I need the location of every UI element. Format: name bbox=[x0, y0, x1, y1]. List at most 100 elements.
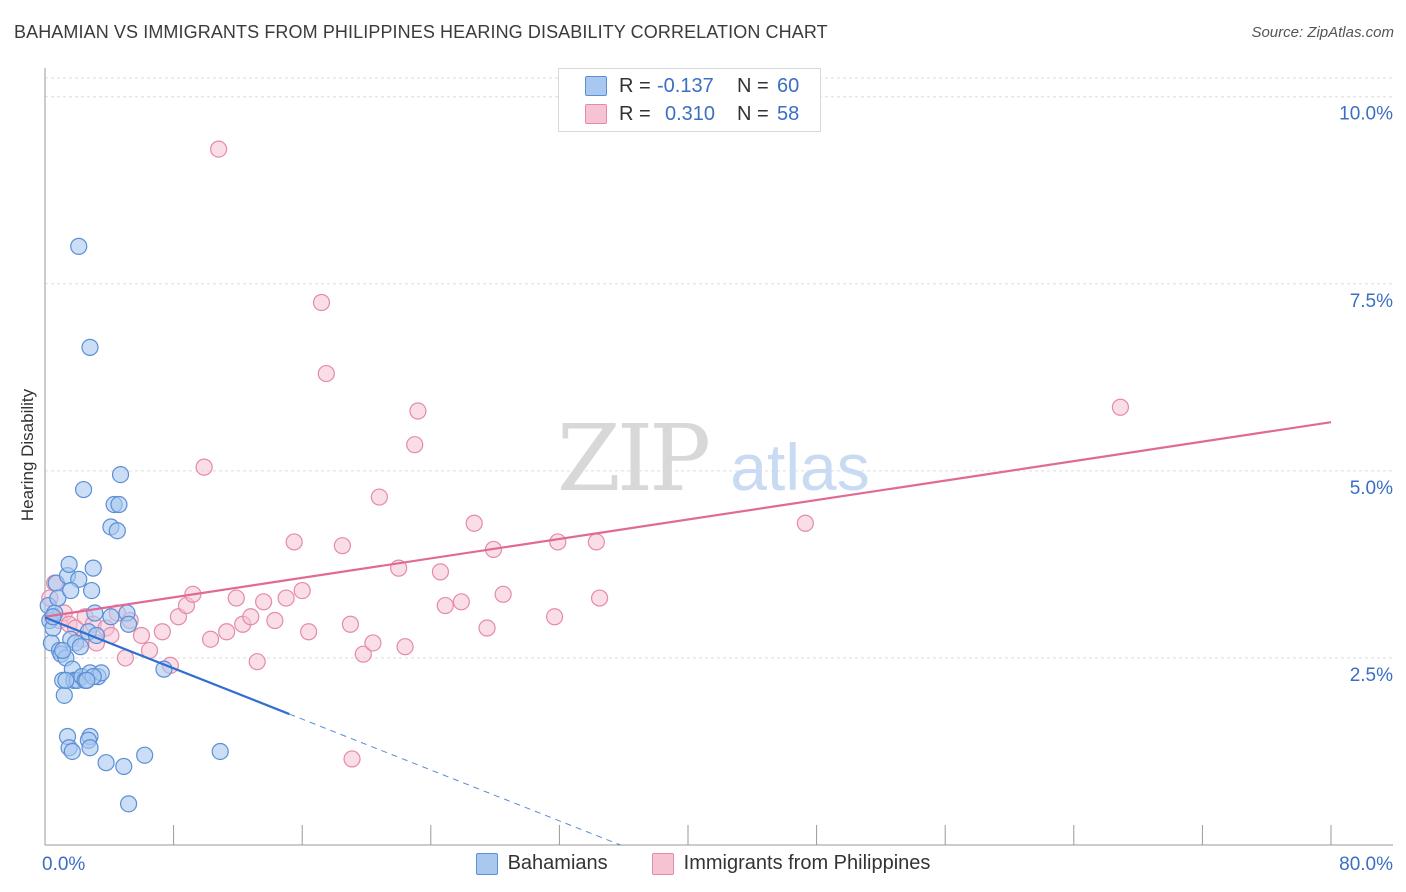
tick-labels: 2.5% 5.0% 7.5% 10.0% 0.0% 80.0% bbox=[42, 104, 1393, 875]
legend-label-bahamians: Bahamians bbox=[507, 852, 608, 874]
data-point-philippines bbox=[1111, 398, 1130, 416]
data-point-bahamians bbox=[57, 671, 75, 689]
trend-line-bahamians-extension bbox=[289, 713, 621, 846]
data-point-philippines bbox=[293, 581, 311, 600]
grid-lines bbox=[45, 77, 1393, 659]
y-tick-label: 5.0% bbox=[1350, 478, 1393, 499]
trend-line-bahamians bbox=[44, 616, 290, 716]
data-point-philippines bbox=[285, 533, 303, 551]
source-label: Source: ZipAtlas.com bbox=[1251, 24, 1394, 41]
legend-item-philippines[interactable]: Immigrants from Philippines bbox=[651, 852, 931, 875]
data-point-philippines bbox=[587, 533, 605, 551]
data-point-bahamians bbox=[63, 742, 81, 761]
legend-swatch-pink bbox=[651, 852, 674, 875]
legend-swatch-blue bbox=[585, 76, 607, 96]
data-point-bahamians bbox=[83, 581, 101, 600]
series-legend: Bahamians Immigrants from Philippines bbox=[0, 852, 1406, 875]
data-point-bahamians bbox=[81, 338, 99, 356]
y-tick-label: 7.5% bbox=[1350, 291, 1393, 312]
data-point-philippines bbox=[218, 623, 236, 641]
data-point-bahamians bbox=[55, 686, 73, 704]
data-point-philippines bbox=[370, 488, 388, 506]
data-point-bahamians bbox=[97, 754, 115, 772]
data-point-philippines bbox=[277, 589, 295, 607]
data-point-philippines bbox=[248, 653, 266, 671]
legend-r-label: R = bbox=[619, 74, 651, 97]
data-point-bahamians bbox=[119, 795, 138, 813]
data-point-philippines bbox=[545, 608, 564, 626]
data-point-philippines bbox=[478, 619, 496, 637]
data-point-philippines bbox=[396, 638, 414, 656]
y-tick-label: 10.0% bbox=[1339, 104, 1393, 125]
data-point-philippines bbox=[431, 563, 450, 581]
stats-legend: R = -0.137 N = 60 R = 0.310 N = 58 bbox=[558, 68, 821, 132]
data-point-philippines bbox=[343, 750, 361, 768]
legend-row-philippines: R = 0.310 N = 58 bbox=[585, 101, 799, 127]
data-point-philippines bbox=[465, 514, 483, 532]
legend-label-philippines: Immigrants from Philippines bbox=[683, 852, 931, 874]
legend-r-label: R = bbox=[619, 102, 651, 125]
bahamian-points bbox=[39, 237, 229, 813]
watermark-zip: ZIP bbox=[557, 405, 708, 512]
data-point-philippines bbox=[153, 623, 171, 641]
data-point-bahamians bbox=[62, 581, 80, 600]
watermark: ZIP atlas bbox=[557, 405, 870, 512]
data-point-bahamians bbox=[74, 480, 93, 499]
legend-n-value: 60 bbox=[777, 74, 800, 97]
data-point-philippines bbox=[436, 596, 454, 615]
data-point-philippines bbox=[266, 611, 284, 630]
data-point-bahamians bbox=[49, 589, 67, 607]
data-point-bahamians bbox=[71, 638, 89, 656]
data-point-bahamians bbox=[211, 742, 229, 761]
legend-n-value: 58 bbox=[777, 102, 800, 125]
data-point-philippines bbox=[364, 634, 382, 652]
data-point-bahamians bbox=[78, 671, 96, 689]
data-point-bahamians bbox=[81, 739, 99, 757]
data-point-bahamians bbox=[102, 608, 120, 626]
data-point-philippines bbox=[300, 623, 318, 641]
y-tick-label: 2.5% bbox=[1350, 665, 1393, 686]
y-axis-label: Hearing Disability bbox=[18, 388, 37, 522]
data-point-philippines bbox=[452, 593, 470, 611]
legend-row-bahamians: R = -0.137 N = 60 bbox=[585, 73, 799, 99]
watermark-atlas: atlas bbox=[730, 430, 869, 504]
data-point-bahamians bbox=[54, 641, 72, 660]
data-point-philippines bbox=[406, 436, 424, 454]
chart-title: BAHAMIAN VS IMMIGRANTS FROM PHILIPPINES … bbox=[14, 22, 828, 42]
x-tick-label: 0.0% bbox=[42, 854, 85, 875]
legend-swatch-blue bbox=[475, 852, 498, 875]
data-point-bahamians bbox=[136, 746, 154, 764]
data-point-philippines bbox=[227, 589, 245, 607]
data-point-bahamians bbox=[110, 495, 128, 514]
data-point-bahamians bbox=[70, 237, 88, 255]
data-point-philippines bbox=[312, 293, 331, 312]
legend-r-value: 0.310 bbox=[665, 102, 716, 125]
data-point-philippines bbox=[210, 140, 228, 158]
legend-item-bahamians[interactable]: Bahamians bbox=[475, 852, 608, 875]
data-point-bahamians bbox=[108, 522, 126, 540]
data-point-philippines bbox=[341, 615, 360, 633]
trend-lines bbox=[44, 421, 1332, 846]
data-point-bahamians bbox=[60, 555, 78, 573]
data-point-bahamians bbox=[111, 465, 130, 484]
x-tick-label: 80.0% bbox=[1339, 854, 1393, 875]
data-point-philippines bbox=[201, 630, 220, 648]
trend-line-philippines bbox=[44, 421, 1332, 618]
data-point-philippines bbox=[317, 364, 335, 383]
data-point-philippines bbox=[590, 589, 609, 607]
data-point-philippines bbox=[354, 645, 372, 663]
data-point-philippines bbox=[333, 537, 351, 555]
data-point-philippines bbox=[494, 585, 512, 603]
data-point-philippines bbox=[242, 608, 260, 626]
data-point-philippines bbox=[796, 514, 814, 532]
legend-swatch-pink bbox=[585, 104, 607, 124]
data-point-bahamians bbox=[115, 757, 133, 776]
data-point-bahamians bbox=[84, 559, 102, 577]
data-point-philippines bbox=[409, 402, 427, 420]
legend-n-label: N = bbox=[737, 74, 769, 97]
legend-r-value: -0.137 bbox=[657, 74, 714, 97]
data-point-philippines bbox=[255, 593, 273, 611]
data-point-bahamians bbox=[119, 615, 138, 633]
data-point-philippines bbox=[195, 458, 213, 476]
